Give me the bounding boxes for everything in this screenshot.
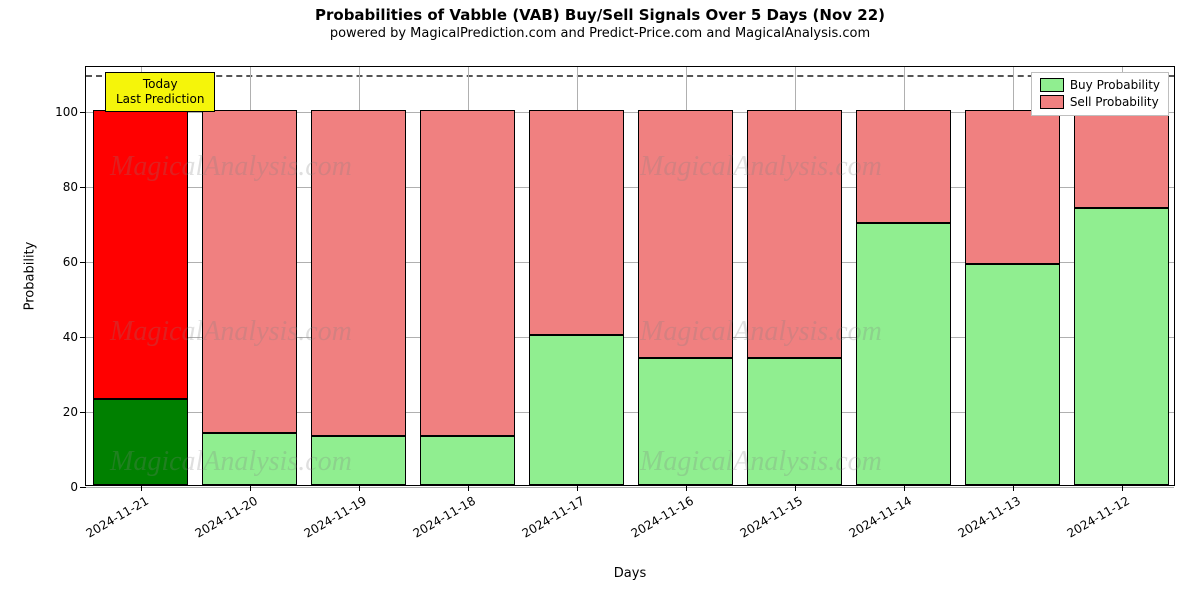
- bar-sell: [93, 110, 189, 399]
- bar-sell: [420, 110, 516, 436]
- bar-group: [638, 110, 734, 485]
- xtick-label: 2024-11-17: [514, 485, 586, 541]
- bar-buy: [856, 223, 952, 486]
- x-axis-label: Days: [614, 566, 646, 581]
- y-axis-label: Probability: [23, 242, 38, 311]
- today-annotation: Today Last Prediction: [105, 72, 215, 112]
- bar-sell: [202, 110, 298, 433]
- chart-title: Probabilities of Vabble (VAB) Buy/Sell S…: [0, 6, 1200, 24]
- legend-label: Buy Probability: [1070, 77, 1160, 94]
- xtick-label: 2024-11-15: [732, 485, 804, 541]
- bar-buy: [638, 358, 734, 486]
- bar-group: [1074, 110, 1170, 485]
- xtick-label: 2024-11-12: [1059, 485, 1131, 541]
- bar-sell: [856, 110, 952, 223]
- bar-group: [420, 110, 516, 485]
- ytick-mark: [80, 487, 86, 488]
- xtick-label: 2024-11-14: [841, 485, 913, 541]
- bar-buy: [747, 358, 843, 486]
- annotation-line2: Last Prediction: [116, 92, 204, 107]
- bar-buy: [311, 436, 407, 485]
- ytick-mark: [80, 412, 86, 413]
- xtick-label: 2024-11-20: [187, 485, 259, 541]
- bar-buy: [420, 436, 516, 485]
- ytick-mark: [80, 337, 86, 338]
- chart-subtitle: powered by MagicalPrediction.com and Pre…: [0, 26, 1200, 41]
- xtick-label: 2024-11-21: [78, 485, 150, 541]
- ytick-mark: [80, 262, 86, 263]
- bar-group: [856, 110, 952, 485]
- legend: Buy ProbabilitySell Probability: [1031, 72, 1169, 116]
- bar-sell: [638, 110, 734, 358]
- bar-sell: [1074, 110, 1170, 208]
- plot-area: [86, 67, 1174, 485]
- ytick-mark: [80, 187, 86, 188]
- legend-item: Buy Probability: [1040, 77, 1160, 94]
- bar-group: [965, 110, 1061, 485]
- xtick-label: 2024-11-13: [950, 485, 1022, 541]
- bar-buy: [529, 335, 625, 485]
- bar-buy: [93, 399, 189, 485]
- xtick-label: 2024-11-19: [296, 485, 368, 541]
- bar-sell: [529, 110, 625, 335]
- bar-group: [202, 110, 298, 485]
- bar-group: [93, 110, 189, 485]
- ytick-mark: [80, 112, 86, 113]
- bar-group: [747, 110, 843, 485]
- plot-frame: 0204060801002024-11-212024-11-202024-11-…: [85, 66, 1175, 486]
- xtick-label: 2024-11-16: [623, 485, 695, 541]
- bar-buy: [202, 433, 298, 486]
- bar-sell: [747, 110, 843, 358]
- bar-buy: [1074, 208, 1170, 486]
- annotation-line1: Today: [116, 77, 204, 92]
- legend-swatch: [1040, 95, 1064, 109]
- bar-group: [311, 110, 407, 485]
- bar-sell: [965, 110, 1061, 264]
- legend-swatch: [1040, 78, 1064, 92]
- bar-buy: [965, 264, 1061, 485]
- xtick-label: 2024-11-18: [405, 485, 477, 541]
- bar-group: [529, 110, 625, 485]
- bar-sell: [311, 110, 407, 436]
- legend-item: Sell Probability: [1040, 94, 1160, 111]
- legend-label: Sell Probability: [1070, 94, 1159, 111]
